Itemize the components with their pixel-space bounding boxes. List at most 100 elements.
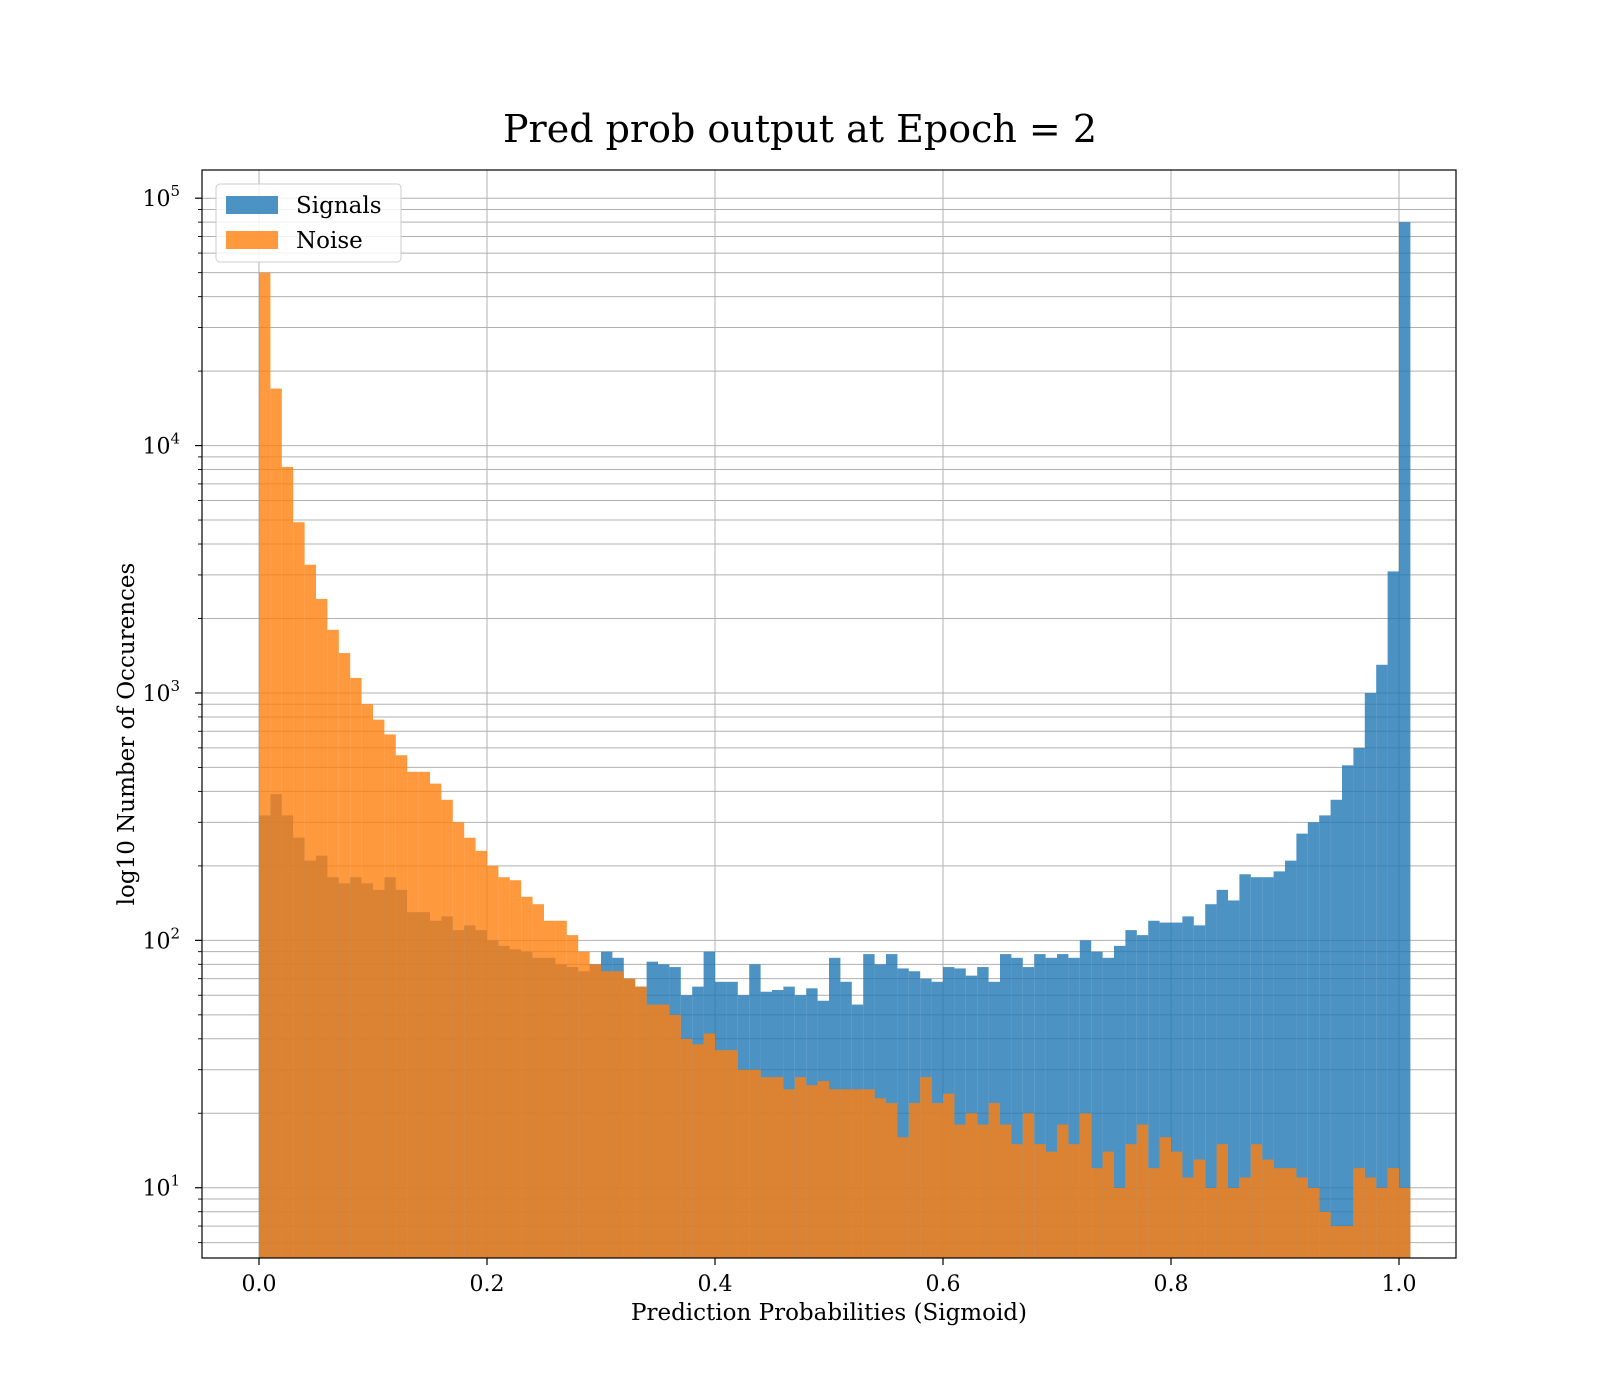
noise-bar — [806, 1085, 818, 1258]
signals-bar — [1148, 920, 1160, 1258]
noise-bar — [452, 822, 465, 1258]
signals-bar — [1057, 954, 1069, 1258]
noise-bar — [1364, 1177, 1377, 1258]
noise-bar — [1296, 1177, 1308, 1258]
signals-bar — [977, 967, 989, 1258]
noise-bar — [350, 677, 362, 1258]
signals-bar — [1262, 877, 1274, 1258]
signals-bar — [1000, 954, 1012, 1258]
noise-bar — [1216, 1144, 1228, 1258]
noise-bar — [281, 466, 294, 1258]
noise-bar — [1285, 1168, 1297, 1258]
bars — [259, 222, 1411, 1258]
noise-bar — [954, 1124, 966, 1258]
y-tick-label: 101 — [142, 1172, 180, 1202]
signals-bar — [1319, 815, 1331, 1258]
noise-bar — [270, 388, 282, 1258]
signals-legend-label: Signals — [296, 193, 382, 219]
x-tick-label: 0.0 — [242, 1272, 277, 1297]
x-tick-label: 0.8 — [1154, 1272, 1189, 1297]
signals-bar — [1091, 951, 1103, 1258]
signals-bar — [1330, 799, 1342, 1258]
noise-bar — [658, 1004, 670, 1258]
noise-bar — [1125, 1144, 1137, 1258]
signals-bar — [1125, 930, 1137, 1258]
signals-bar — [1079, 940, 1092, 1258]
noise-bar — [464, 837, 476, 1258]
ticks: 0.0 0.2 0.4 0.6 0.8 1.0 101 102 103 104 105 — [142, 182, 1416, 1297]
noise-bar — [680, 1038, 693, 1258]
noise-bar — [749, 1069, 761, 1258]
noise-bar — [726, 1050, 738, 1258]
signals-bar — [1216, 889, 1228, 1258]
noise-bar — [1011, 1144, 1023, 1258]
noise-bar — [988, 1103, 1000, 1258]
plot-frame — [201, 169, 1457, 1259]
noise-bar — [566, 935, 579, 1258]
noise-bar — [1262, 1159, 1274, 1258]
signals-bar — [1285, 860, 1297, 1258]
noise-bar — [1000, 1124, 1012, 1258]
y-tick-label: 105 — [142, 182, 180, 212]
noise-bar — [783, 1089, 795, 1258]
noise-bar — [1159, 1137, 1171, 1258]
signals-bar — [1228, 900, 1240, 1258]
noise-bar — [1079, 1113, 1092, 1258]
noise-bar — [920, 1077, 932, 1258]
signals-bar — [1068, 957, 1080, 1258]
noise-bar — [1136, 1124, 1149, 1258]
noise-bar — [316, 598, 328, 1258]
signals-bar — [1387, 571, 1399, 1258]
signals-bar — [1136, 935, 1149, 1258]
noise-bar — [760, 1077, 772, 1258]
signals-bar — [1011, 957, 1023, 1258]
signals-legend-swatch — [226, 196, 278, 214]
noise-bar — [669, 1014, 681, 1258]
noise-bar — [259, 272, 271, 1258]
signals-bar — [1250, 877, 1263, 1258]
signals-bar — [1376, 664, 1388, 1258]
noise-bar — [509, 880, 522, 1258]
x-axis-label: Prediction Probabilities (Sigmoid) — [631, 1300, 1027, 1326]
y-tick-label: 103 — [142, 677, 180, 707]
noise-bar — [521, 896, 533, 1258]
noise-bar — [1091, 1168, 1103, 1258]
signals-bar — [1364, 692, 1377, 1258]
noise-bar — [441, 799, 453, 1258]
noise-bar — [373, 719, 385, 1258]
noise-bar — [601, 971, 613, 1258]
signals-bar — [1045, 957, 1057, 1258]
noise-bar — [418, 771, 430, 1258]
signals-bar — [1307, 822, 1320, 1258]
signals-bar — [1342, 765, 1354, 1258]
noise-bar — [612, 971, 624, 1258]
noise-bar — [817, 1081, 829, 1258]
x-tick-label: 1.0 — [1382, 1272, 1417, 1297]
noise-bar — [498, 877, 510, 1258]
noise-bar — [1307, 1187, 1320, 1258]
signals-bar — [1273, 871, 1285, 1258]
noise-bar — [737, 1069, 750, 1258]
signals-bar — [954, 968, 966, 1258]
noise-bar — [1273, 1168, 1285, 1258]
noise-bar — [908, 1103, 921, 1258]
signals-bar — [1353, 747, 1365, 1258]
noise-bar — [1114, 1187, 1126, 1258]
signals-bar — [1193, 925, 1206, 1258]
signals-bar — [1182, 916, 1194, 1258]
signals-bar — [1102, 957, 1114, 1258]
noise-bar — [1171, 1151, 1183, 1258]
noise-bar — [623, 978, 636, 1258]
noise-bar — [1342, 1226, 1354, 1258]
noise-bar — [1057, 1124, 1069, 1258]
noise-bar — [304, 564, 316, 1258]
noise-bar — [1148, 1168, 1160, 1258]
noise-bar — [692, 1044, 704, 1258]
noise-bar — [475, 850, 487, 1258]
noise-bar — [851, 1089, 864, 1258]
noise-bar — [1034, 1144, 1046, 1258]
noise-bar — [430, 783, 442, 1258]
noise-bar — [965, 1113, 978, 1258]
noise-bar — [1102, 1151, 1114, 1258]
